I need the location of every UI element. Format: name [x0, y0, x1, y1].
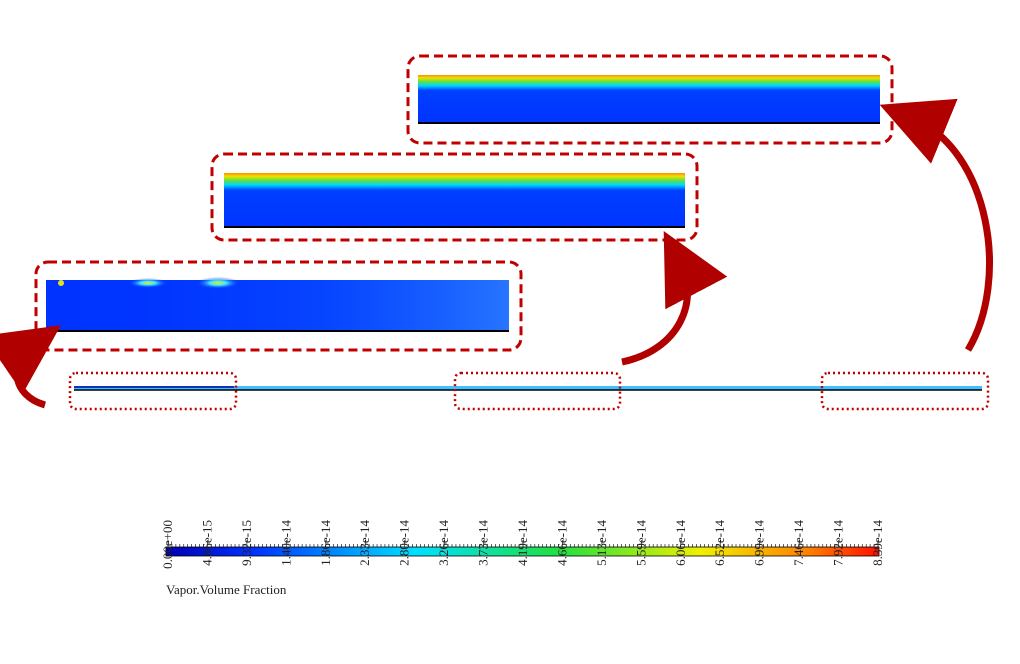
- colorbar-label: 7.46e-14: [791, 520, 806, 566]
- colorbar-label: 2.33e-14: [357, 520, 372, 566]
- region-box: [68, 371, 238, 411]
- colorbar: [165, 546, 880, 557]
- field-view: [418, 75, 880, 123]
- colorbar-label: 5.59e-14: [633, 520, 648, 566]
- vapor-spot: [128, 278, 168, 288]
- colorbar-label: 6.06e-14: [673, 520, 688, 566]
- colorbar-title: Vapor.Volume Fraction: [166, 582, 287, 597]
- colorbar-label: 0.00e+00: [160, 520, 175, 569]
- colorbar-label: 4.66e-14: [554, 520, 569, 566]
- zoom-box: [210, 152, 699, 242]
- colorbar-label: 9.32e-15: [239, 520, 254, 566]
- field-wash: [46, 280, 509, 331]
- region-box: [453, 371, 622, 411]
- colorbar-label: 5.13e-14: [594, 520, 609, 566]
- arrow: [0, 325, 61, 409]
- colorbar-ticks: [167, 540, 879, 547]
- colorbar-label: 1.86e-14: [318, 520, 333, 566]
- arrow: [879, 98, 993, 352]
- field-view: [224, 173, 685, 227]
- colorbar-label: 4.66e-15: [199, 520, 214, 566]
- zoom-box: [34, 260, 523, 352]
- colorbar-label: 4.19e-14: [515, 520, 530, 566]
- region-box: [820, 371, 990, 411]
- colorbar-label: 1.40e-14: [278, 520, 293, 566]
- vapor-spot: [58, 280, 64, 286]
- arrow: [621, 231, 728, 366]
- colorbar-label: 6.52e-14: [712, 520, 727, 566]
- pipe: [74, 386, 982, 390]
- vapor-spot: [196, 277, 240, 289]
- colorbar-label: 2.80e-14: [397, 520, 412, 566]
- colorbar-label: 3.26e-14: [436, 520, 451, 566]
- colorbar-label: 8.39e-14: [870, 520, 885, 566]
- colorbar-label: 6.99e-14: [752, 520, 767, 566]
- colorbar-label: 7.92e-14: [831, 520, 846, 566]
- pipe-inlet: [74, 386, 234, 388]
- colorbar-label: 3.73e-14: [476, 520, 491, 566]
